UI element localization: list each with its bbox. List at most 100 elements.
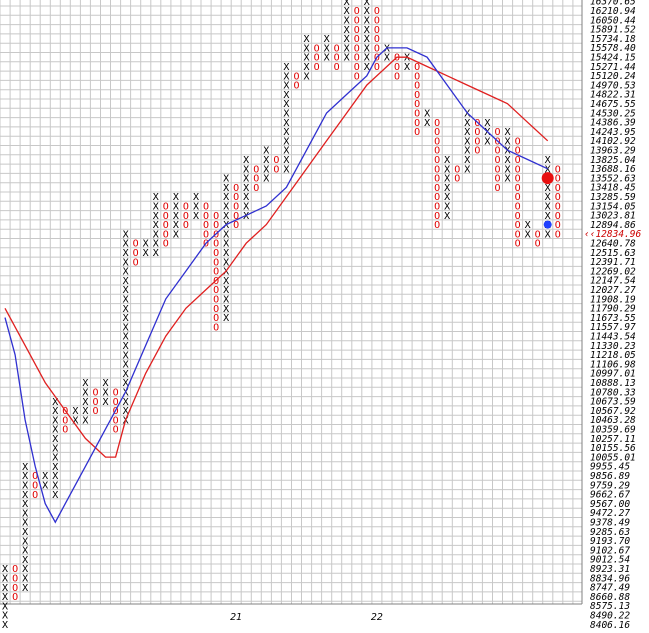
o-box: O (183, 202, 189, 213)
x-box: X (504, 127, 510, 138)
o-box: O (414, 90, 420, 101)
o-box: O (213, 239, 219, 250)
x-box: X (223, 211, 229, 222)
x-box: X (52, 434, 58, 445)
y-tick-label: 10257.11 (590, 434, 636, 445)
o-box: O (273, 155, 279, 166)
x-box: X (153, 211, 159, 222)
o-box: O (354, 71, 360, 82)
x-box: X (153, 202, 159, 213)
x-box: X (123, 322, 129, 333)
o-box: O (213, 248, 219, 259)
x-box: X (344, 6, 350, 17)
o-box: O (354, 25, 360, 36)
x-box: X (243, 192, 249, 203)
o-box: O (253, 164, 259, 175)
o-box: O (414, 127, 420, 138)
o-box: O (213, 211, 219, 222)
o-box: O (494, 146, 500, 157)
y-tick-label: 12027.27 (590, 285, 636, 296)
o-box: O (113, 397, 119, 408)
x-box: X (52, 425, 58, 436)
x-box: X (123, 257, 129, 268)
x-box: X (2, 583, 8, 594)
x-box: X (464, 164, 470, 175)
x-box: X (324, 43, 330, 54)
y-tick-label: 11218.05 (590, 350, 636, 361)
x-box: X (2, 574, 8, 585)
y-tick-label: 11557.97 (590, 322, 636, 333)
y-tick-label: 13023.81 (590, 211, 636, 222)
o-box: O (62, 415, 68, 426)
o-box: O (374, 16, 380, 27)
x-box: X (52, 490, 58, 501)
x-box: X (123, 332, 129, 343)
o-box: O (354, 16, 360, 27)
o-box: O (474, 127, 480, 138)
o-box: O (434, 183, 440, 194)
o-box: O (555, 192, 561, 203)
o-box: O (203, 220, 209, 231)
o-box: O (414, 62, 420, 73)
o-box: O (133, 257, 139, 268)
o-box: O (494, 183, 500, 194)
x-box: X (545, 192, 551, 203)
x-box: X (153, 229, 159, 240)
y-tick-label: 11673.55 (590, 313, 636, 324)
x-box: X (2, 611, 8, 622)
x-box: X (223, 276, 229, 287)
o-box: O (133, 248, 139, 259)
o-box: O (354, 62, 360, 73)
x-box: X (424, 118, 430, 129)
y-tick-label: 14822.31 (590, 90, 636, 101)
x-box: X (173, 202, 179, 213)
o-box: O (183, 211, 189, 222)
x-box: X (123, 248, 129, 259)
x-box: X (22, 583, 28, 594)
x-box: X (82, 415, 88, 426)
o-box: O (374, 43, 380, 54)
o-box: O (354, 53, 360, 64)
y-tick-label: 11330.23 (590, 341, 636, 352)
x-box: X (283, 62, 289, 73)
current-price-label: ‹‹12834.96 (584, 229, 641, 240)
y-tick-label: 9285.63 (590, 527, 630, 538)
x-box: X (193, 202, 199, 213)
x-box: X (283, 127, 289, 138)
y-tick-label: 9662.67 (590, 490, 630, 501)
x-box: X (283, 81, 289, 92)
o-box: O (494, 164, 500, 175)
x-box: X (444, 164, 450, 175)
x-box: X (52, 397, 58, 408)
x-box: X (52, 415, 58, 426)
o-box: O (434, 211, 440, 222)
x-box: X (22, 471, 28, 482)
x-box: X (504, 164, 510, 175)
o-box: O (233, 192, 239, 203)
x-box: X (22, 564, 28, 575)
x-box: X (42, 480, 48, 491)
x-box: X (364, 53, 370, 64)
x-box: X (22, 499, 28, 510)
x-box: X (223, 257, 229, 268)
x-box: X (545, 164, 551, 175)
x-box: X (364, 25, 370, 36)
x-box: X (82, 378, 88, 389)
o-box: O (273, 164, 279, 175)
x-box: X (384, 43, 390, 54)
x-box: X (102, 387, 108, 398)
x-box: X (52, 453, 58, 464)
o-box: O (92, 397, 98, 408)
o-box: O (213, 304, 219, 315)
x-box: X (464, 109, 470, 120)
x-box: X (324, 34, 330, 45)
o-box: O (213, 294, 219, 305)
o-box: O (293, 81, 299, 92)
x-box: X (504, 155, 510, 166)
o-box: O (555, 229, 561, 240)
o-box: O (203, 211, 209, 222)
o-box: O (515, 146, 521, 157)
x-box: X (344, 43, 350, 54)
x-box: X (223, 183, 229, 194)
x-box: X (283, 90, 289, 101)
